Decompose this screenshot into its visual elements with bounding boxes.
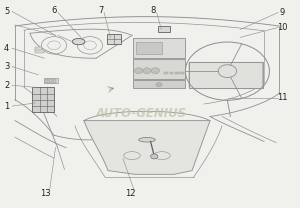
Circle shape [151, 68, 160, 74]
Bar [180, 72, 184, 74]
Text: 8: 8 [150, 6, 156, 15]
Circle shape [151, 154, 158, 159]
Bar [133, 59, 185, 79]
Bar [34, 49, 43, 53]
Bar [164, 72, 168, 74]
Bar [44, 78, 58, 83]
Bar [106, 34, 121, 44]
Circle shape [156, 83, 162, 87]
Text: 9: 9 [279, 8, 285, 17]
Text: 4: 4 [4, 44, 9, 53]
Bar [45, 79, 48, 83]
Bar [158, 26, 169, 32]
Bar [34, 47, 42, 50]
Text: 2: 2 [4, 81, 9, 90]
Text: 7: 7 [98, 6, 103, 15]
Ellipse shape [72, 38, 85, 45]
Circle shape [134, 68, 143, 74]
Bar [133, 38, 185, 58]
Bar [32, 87, 54, 112]
Text: 5: 5 [4, 7, 9, 16]
Text: 1: 1 [4, 102, 9, 111]
Text: 6: 6 [51, 6, 57, 15]
Text: 10: 10 [277, 23, 287, 32]
Text: 12: 12 [125, 189, 136, 198]
Text: AUTO-GENIUS: AUTO-GENIUS [95, 107, 187, 120]
Text: 11: 11 [277, 93, 287, 102]
Ellipse shape [139, 137, 155, 142]
Text: 3: 3 [4, 62, 9, 71]
Bar [53, 79, 56, 83]
Circle shape [143, 68, 151, 74]
Bar [175, 72, 179, 74]
Polygon shape [189, 62, 262, 88]
Bar [49, 79, 52, 83]
Bar [136, 42, 162, 54]
Text: 13: 13 [40, 189, 51, 198]
Bar [133, 80, 185, 88]
Polygon shape [84, 121, 210, 174]
Bar [170, 72, 173, 74]
